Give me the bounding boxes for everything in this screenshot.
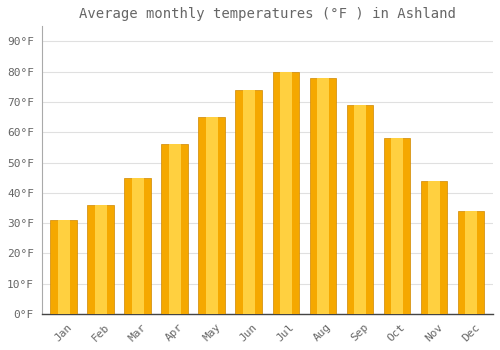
Bar <box>243 90 255 314</box>
Bar <box>310 78 336 314</box>
Bar <box>317 78 329 314</box>
Bar <box>391 138 403 314</box>
Bar <box>236 90 262 314</box>
Bar <box>420 181 447 314</box>
Bar <box>280 72 292 314</box>
Bar <box>95 205 107 314</box>
Bar <box>198 117 225 314</box>
Bar <box>58 220 70 314</box>
Bar <box>132 178 144 314</box>
Bar <box>162 145 188 314</box>
Bar <box>346 105 373 314</box>
Bar <box>428 181 440 314</box>
Bar <box>88 205 114 314</box>
Bar <box>272 72 299 314</box>
Bar <box>206 117 218 314</box>
Bar <box>458 211 484 314</box>
Bar <box>465 211 477 314</box>
Bar <box>50 220 77 314</box>
Bar <box>354 105 366 314</box>
Bar <box>384 138 410 314</box>
Bar <box>169 145 181 314</box>
Bar <box>124 178 151 314</box>
Title: Average monthly temperatures (°F ) in Ashland: Average monthly temperatures (°F ) in As… <box>79 7 456 21</box>
